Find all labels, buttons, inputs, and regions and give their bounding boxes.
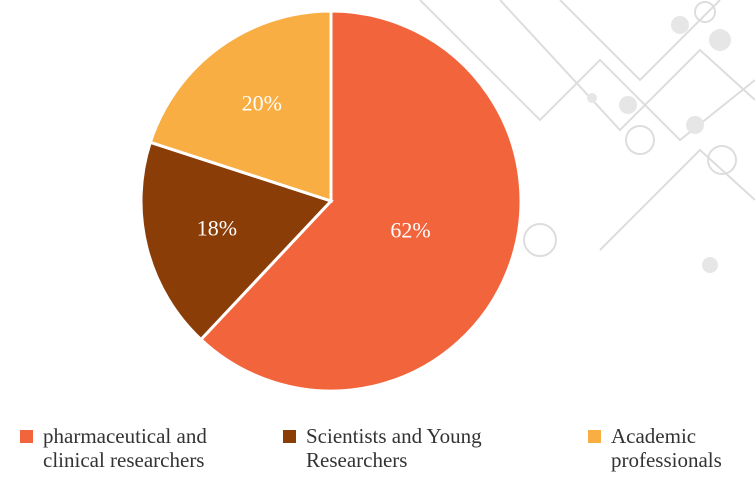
data-label: 18% (197, 215, 237, 240)
legend-item: Academic professionals (588, 424, 748, 472)
legend-label: pharmaceutical and clinical researchers (43, 424, 260, 472)
legend: pharmaceutical and clinical researchers S… (0, 424, 755, 484)
legend-swatch (20, 430, 33, 443)
page: 62% 18% 20% pharmaceutical and clinical re… (0, 0, 755, 484)
data-label: 62% (390, 218, 430, 243)
legend-label: Academic professionals (611, 424, 748, 472)
data-label: 20% (242, 91, 282, 116)
legend-item: Scientists and Young Researchers (283, 424, 523, 472)
legend-item: pharmaceutical and clinical researchers (20, 424, 260, 472)
legend-swatch (588, 430, 601, 443)
chart: 62% 18% 20% (0, 0, 755, 420)
legend-swatch (283, 430, 296, 443)
legend-label: Scientists and Young Researchers (306, 424, 523, 472)
